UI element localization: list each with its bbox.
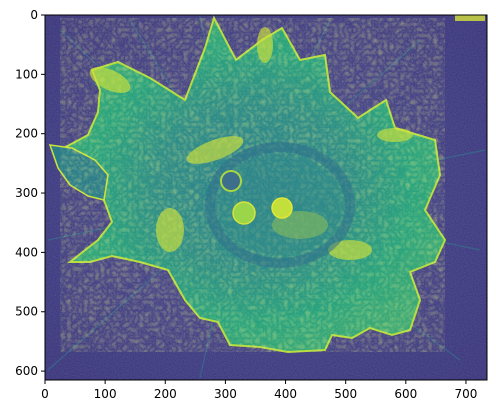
x-axis-ticks: 0 100 200 300 400 500 600 700 bbox=[41, 380, 477, 401]
y-axis-ticks: 0 100 200 300 400 500 600 bbox=[15, 8, 45, 378]
image-area bbox=[45, 15, 487, 380]
x-tick-label: 600 bbox=[394, 387, 417, 401]
nucleus-outline bbox=[205, 142, 355, 268]
x-tick-label: 700 bbox=[454, 387, 477, 401]
x-tick-label: 0 bbox=[41, 387, 49, 401]
cell-texture bbox=[60, 18, 445, 352]
axes-frame bbox=[44, 14, 488, 381]
y-tick-label: 600 bbox=[15, 364, 38, 378]
y-tick-label: 400 bbox=[15, 245, 38, 259]
x-tick-label: 500 bbox=[334, 387, 357, 401]
y-tick-label: 200 bbox=[15, 127, 38, 141]
bright-regions bbox=[89, 27, 413, 260]
x-tick-label: 100 bbox=[94, 387, 117, 401]
y-tick-label: 100 bbox=[15, 67, 38, 81]
y-tick-label: 0 bbox=[30, 8, 38, 22]
x-tick-label: 200 bbox=[154, 387, 177, 401]
bright-spot bbox=[455, 15, 485, 21]
y-tick-label: 300 bbox=[15, 186, 38, 200]
nucleoli bbox=[220, 170, 293, 225]
x-tick-label: 400 bbox=[274, 387, 297, 401]
y-tick-label: 500 bbox=[15, 305, 38, 319]
x-tick-label: 300 bbox=[214, 387, 237, 401]
